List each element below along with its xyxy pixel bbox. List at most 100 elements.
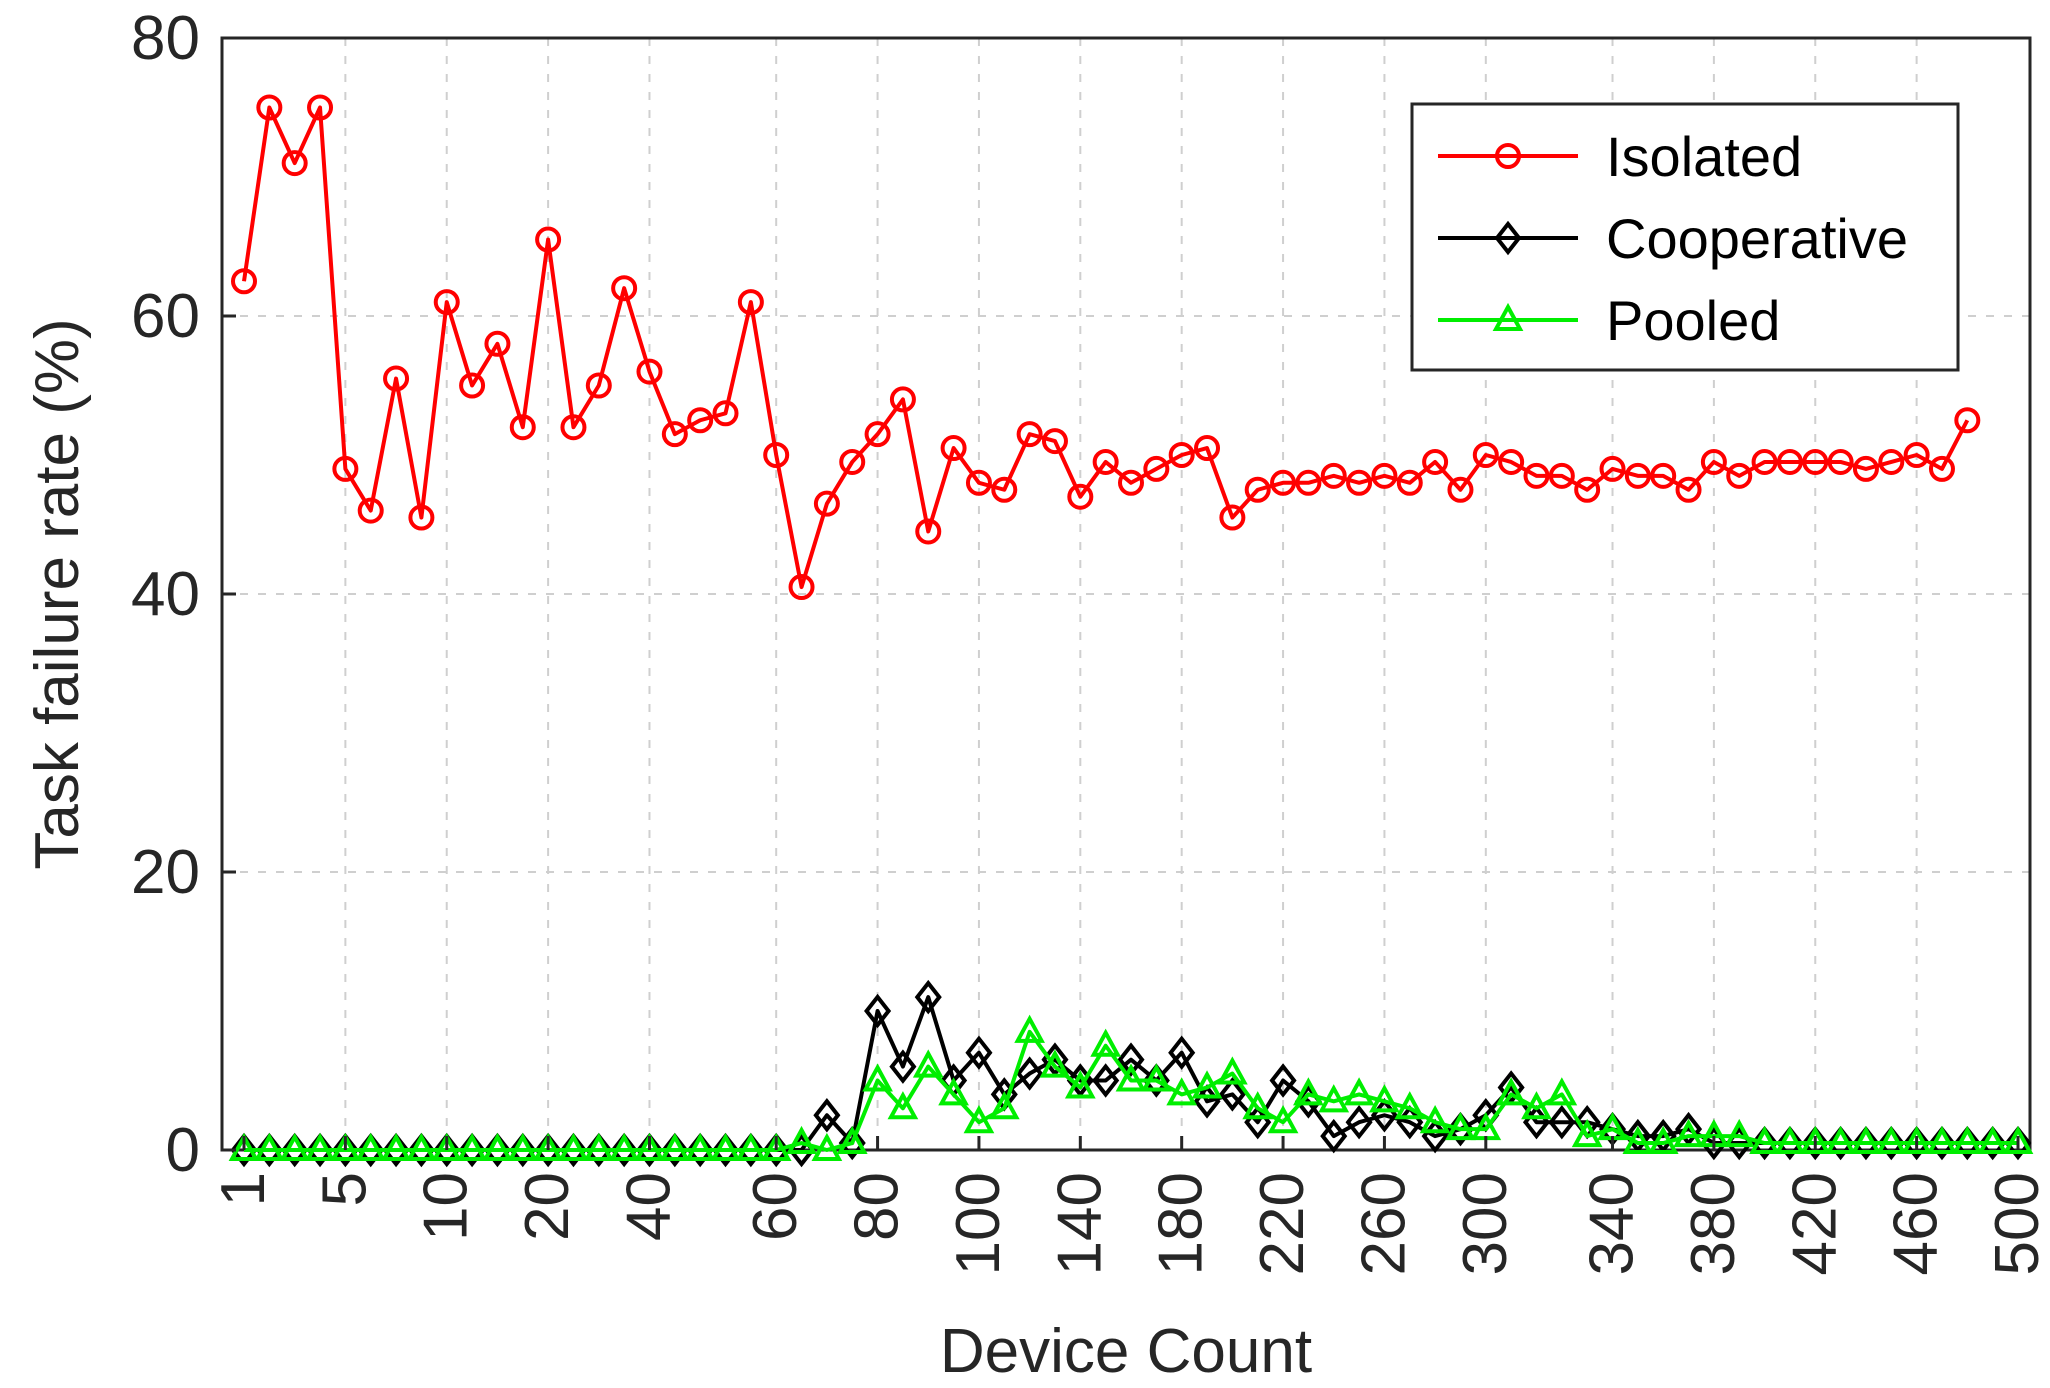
data-point [1954, 407, 1981, 434]
data-point [1343, 1077, 1375, 1106]
data-point [534, 1132, 562, 1168]
x-tick-label: 80 [843, 1172, 912, 1241]
data-point [1092, 1063, 1120, 1098]
x-tick-label: 5 [310, 1172, 379, 1206]
data-point [1016, 421, 1043, 448]
data-point [839, 448, 866, 475]
data-point [1951, 1125, 1983, 1155]
data-point [406, 1132, 437, 1161]
data-point [1546, 1077, 1578, 1106]
data-point [1521, 1091, 1552, 1120]
data-point [1622, 1125, 1654, 1155]
y-tick-label: 80 [131, 4, 200, 73]
data-point [1320, 1118, 1348, 1154]
data-point [230, 1132, 258, 1168]
data-point [1039, 1049, 1071, 1078]
data-point [710, 1132, 741, 1161]
x-tick-label: 140 [1045, 1172, 1114, 1275]
data-point [1928, 1125, 1956, 1161]
data-point [1953, 1125, 1981, 1161]
data-point [1115, 1063, 1147, 1092]
x-tick-label: 300 [1451, 1172, 1520, 1275]
data-point [484, 330, 511, 357]
data-point [862, 1063, 893, 1092]
data-point [1194, 435, 1221, 462]
legend: Isolated Cooperative Pooled [1410, 102, 1960, 372]
data-point [813, 1098, 841, 1133]
data-point [1067, 483, 1094, 510]
data-point [1346, 469, 1373, 496]
data-point [1318, 1084, 1350, 1113]
data-point [1926, 1125, 1958, 1155]
y-tick-labels: 0 20 40 60 80 [131, 4, 236, 1185]
data-point [788, 574, 815, 601]
data-point [1369, 1084, 1400, 1113]
data-point [1244, 476, 1271, 503]
data-point [560, 414, 587, 441]
x-axis-title: Device Count [940, 1317, 1312, 1386]
series-pooled [228, 1014, 2034, 1161]
data-point [1396, 469, 1423, 496]
data-point [963, 1105, 995, 1134]
x-tick-label: 220 [1248, 1172, 1317, 1275]
data-point [583, 1132, 615, 1161]
data-point [1267, 1105, 1299, 1134]
data-point [1574, 476, 1601, 503]
data-point [433, 1132, 461, 1168]
data-point [456, 1132, 488, 1161]
data-point [1571, 1118, 1603, 1148]
data-point [889, 386, 916, 413]
legend-label: Pooled [1606, 289, 1780, 352]
data-point [1903, 442, 1930, 468]
data-point [1774, 1125, 1806, 1155]
data-point [1494, 220, 1522, 256]
data-point [1979, 1125, 2007, 1161]
data-point [255, 1132, 283, 1168]
data-point [836, 1125, 868, 1155]
data-point [228, 1132, 260, 1161]
x-tick-label: 10 [412, 1172, 481, 1241]
data-point [889, 1049, 917, 1084]
data-point [1700, 448, 1727, 475]
data-point [938, 1077, 969, 1106]
data-point [864, 421, 891, 448]
data-point [585, 1132, 613, 1168]
data-point [1852, 1125, 1880, 1161]
data-point [684, 1132, 716, 1161]
x-tick-label: 260 [1349, 1172, 1418, 1275]
x-tick-labels: 1 5 10 20 40 60 80 100 140 180 220 260 300 340 380 420 4… [209, 1136, 2050, 1275]
x-tick-label: 460 [1882, 1172, 1951, 1275]
data-point [611, 275, 638, 302]
data-point [1394, 1091, 1426, 1120]
data-point [610, 1132, 638, 1168]
data-point [1492, 302, 1524, 331]
data-point [509, 1132, 537, 1168]
data-point [914, 979, 942, 1015]
data-point [1624, 462, 1651, 489]
data-point [634, 1132, 665, 1161]
data-point [332, 455, 359, 482]
data-point [1548, 462, 1575, 489]
data-point [608, 1132, 640, 1161]
data-point [811, 1132, 843, 1161]
data-point [1217, 1056, 1248, 1085]
data-point [1242, 1091, 1274, 1120]
data-point [1014, 1014, 1045, 1043]
data-point [1673, 1118, 1704, 1148]
series-isolated [231, 94, 1981, 601]
data-point [1295, 469, 1322, 496]
legend-item-isolated: Isolated [1438, 125, 1802, 188]
data-point [1850, 1125, 1882, 1155]
x-tick-label: 380 [1679, 1172, 1748, 1275]
data-point [1977, 1125, 2009, 1155]
data-point [433, 289, 460, 316]
data-point [636, 358, 663, 385]
data-point [1270, 469, 1297, 496]
x-tick-label: 420 [1780, 1172, 1849, 1275]
data-point [1599, 455, 1626, 482]
data-point [763, 442, 790, 468]
data-point [1523, 462, 1550, 489]
data-point [253, 1132, 285, 1161]
data-point [661, 421, 688, 448]
data-point [1090, 1028, 1122, 1057]
